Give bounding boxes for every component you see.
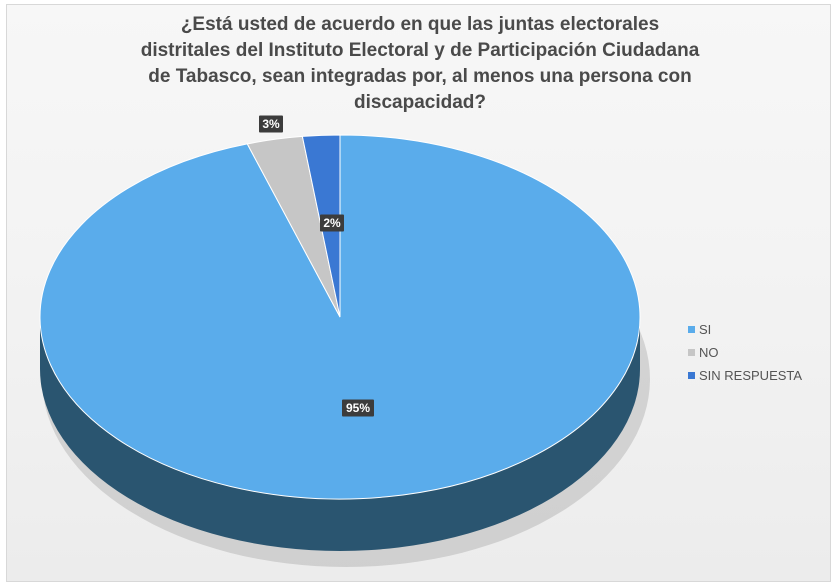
legend: SI NO SIN RESPUESTA <box>688 318 802 387</box>
legend-item-no: NO <box>688 341 802 364</box>
data-label-sin-respuesta: 2% <box>320 214 344 232</box>
legend-swatch-sin-respuesta <box>688 372 695 379</box>
chart-title: ¿Está usted de acuerdo en que las juntas… <box>40 12 800 116</box>
pie-side-si <box>40 317 640 551</box>
legend-label-si: SI <box>699 322 712 337</box>
legend-swatch-si <box>688 326 695 333</box>
title-line: de Tabasco, sean integradas por, al meno… <box>148 66 692 87</box>
legend-swatch-no <box>688 349 695 356</box>
data-label-si: 95% <box>342 399 374 417</box>
title-line: distritales del Instituto Electoral y de… <box>140 40 700 61</box>
title-line: discapacidad? <box>354 92 486 113</box>
legend-item-sin-respuesta: SIN RESPUESTA <box>688 364 802 387</box>
legend-label-no: NO <box>699 345 719 360</box>
title-line: ¿Está usted de acuerdo en que las juntas… <box>180 14 660 35</box>
svg-text:2%: 2% <box>323 216 341 230</box>
legend-label-sin-respuesta: SIN RESPUESTA <box>699 368 803 383</box>
svg-text:95%: 95% <box>346 401 370 415</box>
svg-text:3%: 3% <box>262 117 280 131</box>
legend-item-si: SI <box>688 318 802 341</box>
data-label-no: 3% <box>259 115 283 133</box>
